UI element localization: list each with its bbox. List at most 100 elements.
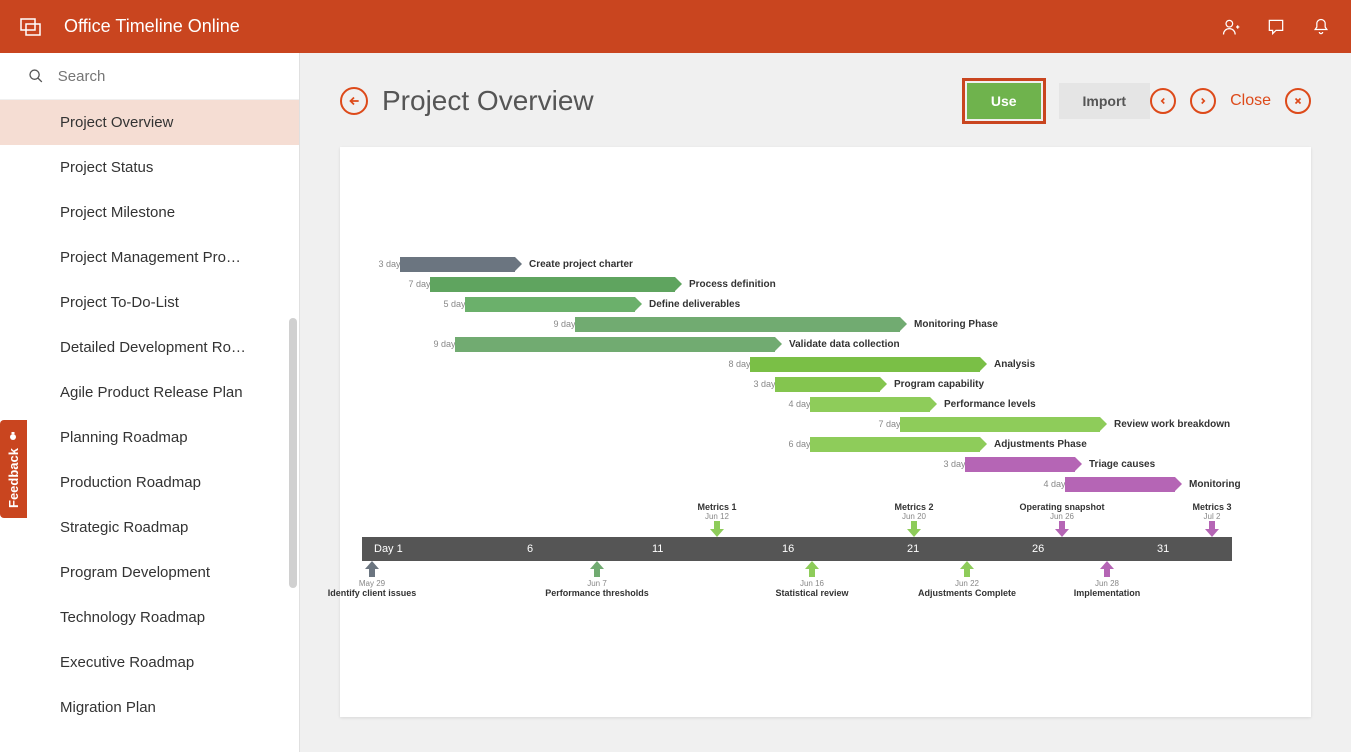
task-bar-6: [775, 377, 880, 392]
sidebar-item-4[interactable]: Project To-Do-List: [0, 280, 299, 325]
sidebar-item-12[interactable]: Executive Roadmap: [0, 640, 299, 685]
task-bar-1: [430, 277, 675, 292]
sidebar-item-3[interactable]: Project Management Pro…: [0, 235, 299, 280]
sidebar-item-1[interactable]: Project Status: [0, 145, 299, 190]
arrow-down-icon: [710, 521, 724, 539]
milestone-date: Jun 22: [955, 579, 979, 588]
milestone-bottom-2: Jun 16Statistical review: [762, 561, 862, 598]
milestone-bottom-4: Jun 28Implementation: [1057, 561, 1157, 598]
close-button[interactable]: [1285, 88, 1311, 114]
task-label-6: Program capability: [894, 379, 984, 390]
sidebar-item-11[interactable]: Technology Roadmap: [0, 595, 299, 640]
arrow-up-icon: [1100, 561, 1114, 579]
search-box: [0, 53, 299, 100]
sidebar-item-9[interactable]: Strategic Roadmap: [0, 505, 299, 550]
timeline-tick-4: 21: [907, 543, 919, 555]
sidebar-item-0[interactable]: Project Overview: [0, 100, 299, 145]
milestone-bottom-3: Jun 22Adjustments Complete: [917, 561, 1017, 598]
task-label-11: Monitoring: [1189, 479, 1241, 490]
task-label-9: Adjustments Phase: [994, 439, 1087, 450]
arrow-down-icon: [1205, 521, 1219, 539]
milestone-date: Jun 26: [1050, 512, 1074, 521]
milestone-top-3: Metrics 3Jul 2: [1172, 502, 1252, 539]
header-actions: [1221, 17, 1331, 37]
sidebar-item-13[interactable]: Migration Plan: [0, 685, 299, 730]
milestone-label: Performance thresholds: [545, 588, 649, 598]
chat-icon[interactable]: [1266, 17, 1286, 37]
task-bar-8: [900, 417, 1100, 432]
milestone-date: Jul 2: [1204, 512, 1221, 521]
milestone-label: Metrics 1: [697, 502, 736, 512]
nav-controls: Close: [1150, 88, 1311, 114]
search-icon: [28, 67, 44, 85]
timeline-tick-0: Day 1: [374, 543, 403, 555]
milestone-bottom-0: May 29Identify client issues: [322, 561, 422, 598]
task-label-2: Define deliverables: [649, 299, 740, 310]
milestone-date: Jun 12: [705, 512, 729, 521]
task-label-7: Performance levels: [944, 399, 1036, 410]
timeline-tick-6: 31: [1157, 543, 1169, 555]
milestone-bottom-1: Jun 7Performance thresholds: [547, 561, 647, 598]
milestone-label: Statistical review: [775, 588, 848, 598]
user-add-icon[interactable]: [1221, 17, 1241, 37]
milestone-label: Metrics 3: [1192, 502, 1231, 512]
milestone-label: Operating snapshot: [1020, 502, 1105, 512]
milestone-top-0: Metrics 1Jun 12: [677, 502, 757, 539]
bulb-icon: [8, 430, 20, 442]
sidebar-scrollbar[interactable]: [289, 318, 297, 588]
sidebar-item-7[interactable]: Planning Roadmap: [0, 415, 299, 460]
arrow-up-icon: [365, 561, 379, 579]
feedback-tab[interactable]: Feedback: [0, 420, 27, 518]
milestone-date: Jun 16: [800, 579, 824, 588]
bell-icon[interactable]: [1311, 17, 1331, 37]
milestone-label: Identify client issues: [328, 588, 417, 598]
arrow-down-icon: [1055, 521, 1069, 539]
arrow-up-icon: [805, 561, 819, 579]
task-bar-11: [1065, 477, 1175, 492]
task-label-4: Validate data collection: [789, 339, 900, 350]
timeline-tick-1: 6: [527, 543, 533, 555]
sidebar-item-6[interactable]: Agile Product Release Plan: [0, 370, 299, 415]
app-logo[interactable]: Office Timeline Online: [20, 16, 240, 37]
task-bar-0: [400, 257, 515, 272]
milestone-top-2: Operating snapshotJun 26: [1022, 502, 1102, 539]
task-label-1: Process definition: [689, 279, 776, 290]
feedback-label: Feedback: [6, 448, 21, 508]
app-title: Office Timeline Online: [64, 16, 240, 37]
milestone-label: Metrics 2: [894, 502, 933, 512]
task-bar-2: [465, 297, 635, 312]
prev-button[interactable]: [1150, 88, 1176, 114]
sidebar-item-5[interactable]: Detailed Development Ro…: [0, 325, 299, 370]
milestone-date: Jun 7: [587, 579, 607, 588]
milestone-label: Adjustments Complete: [918, 588, 1016, 598]
main-panel: Project Overview Use Import Close 3 days…: [300, 53, 1351, 752]
task-bar-4: [455, 337, 775, 352]
task-bar-10: [965, 457, 1075, 472]
close-label[interactable]: Close: [1230, 92, 1271, 110]
milestone-label: Implementation: [1074, 588, 1141, 598]
import-button[interactable]: Import: [1059, 83, 1151, 119]
arrow-up-icon: [590, 561, 604, 579]
use-button[interactable]: Use: [967, 83, 1041, 119]
milestone-date: Jun 20: [902, 512, 926, 521]
sidebar-item-10[interactable]: Program Development: [0, 550, 299, 595]
arrow-down-icon: [907, 521, 921, 539]
timeline-tick-2: 11: [652, 543, 663, 555]
milestone-top-1: Metrics 2Jun 20: [874, 502, 954, 539]
toolbar: Project Overview Use Import Close: [340, 83, 1311, 119]
task-label-5: Analysis: [994, 359, 1035, 370]
next-button[interactable]: [1190, 88, 1216, 114]
task-bar-3: [575, 317, 900, 332]
task-bar-7: [810, 397, 930, 412]
search-input[interactable]: [58, 68, 271, 85]
page-title: Project Overview: [382, 85, 967, 117]
task-bar-9: [810, 437, 980, 452]
milestone-date: May 29: [359, 579, 385, 588]
timeline-band: Day 161116212631: [362, 537, 1232, 561]
app-header: Office Timeline Online: [0, 0, 1351, 53]
sidebar-item-8[interactable]: Production Roadmap: [0, 460, 299, 505]
sidebar-item-2[interactable]: Project Milestone: [0, 190, 299, 235]
timeline-tick-5: 26: [1032, 543, 1044, 555]
task-label-8: Review work breakdown: [1114, 419, 1230, 430]
back-button[interactable]: [340, 87, 368, 115]
